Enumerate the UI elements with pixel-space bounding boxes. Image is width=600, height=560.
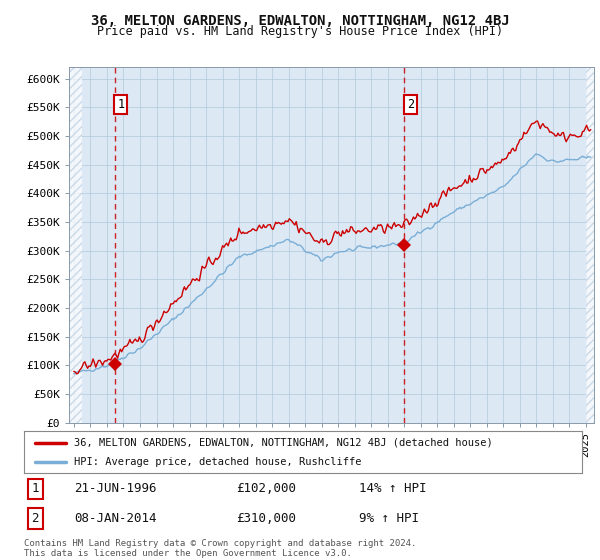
Text: Contains HM Land Registry data © Crown copyright and database right 2024.
This d: Contains HM Land Registry data © Crown c…	[24, 539, 416, 558]
Text: 36, MELTON GARDENS, EDWALTON, NOTTINGHAM, NG12 4BJ: 36, MELTON GARDENS, EDWALTON, NOTTINGHAM…	[91, 14, 509, 28]
Text: 08-JAN-2014: 08-JAN-2014	[74, 512, 157, 525]
Text: 14% ↑ HPI: 14% ↑ HPI	[359, 482, 426, 496]
Text: 36, MELTON GARDENS, EDWALTON, NOTTINGHAM, NG12 4BJ (detached house): 36, MELTON GARDENS, EDWALTON, NOTTINGHAM…	[74, 437, 493, 447]
Text: 2: 2	[31, 512, 39, 525]
Bar	[586, 67, 594, 423]
Text: 9% ↑ HPI: 9% ↑ HPI	[359, 512, 419, 525]
Text: £310,000: £310,000	[236, 512, 296, 525]
Text: Price paid vs. HM Land Registry's House Price Index (HPI): Price paid vs. HM Land Registry's House …	[97, 25, 503, 38]
Text: HPI: Average price, detached house, Rushcliffe: HPI: Average price, detached house, Rush…	[74, 457, 362, 467]
Bar	[69, 67, 82, 423]
Text: 21-JUN-1996: 21-JUN-1996	[74, 482, 157, 496]
Text: 1: 1	[117, 98, 124, 111]
Text: £102,000: £102,000	[236, 482, 296, 496]
Text: 2: 2	[407, 98, 414, 111]
Text: 1: 1	[31, 482, 39, 496]
